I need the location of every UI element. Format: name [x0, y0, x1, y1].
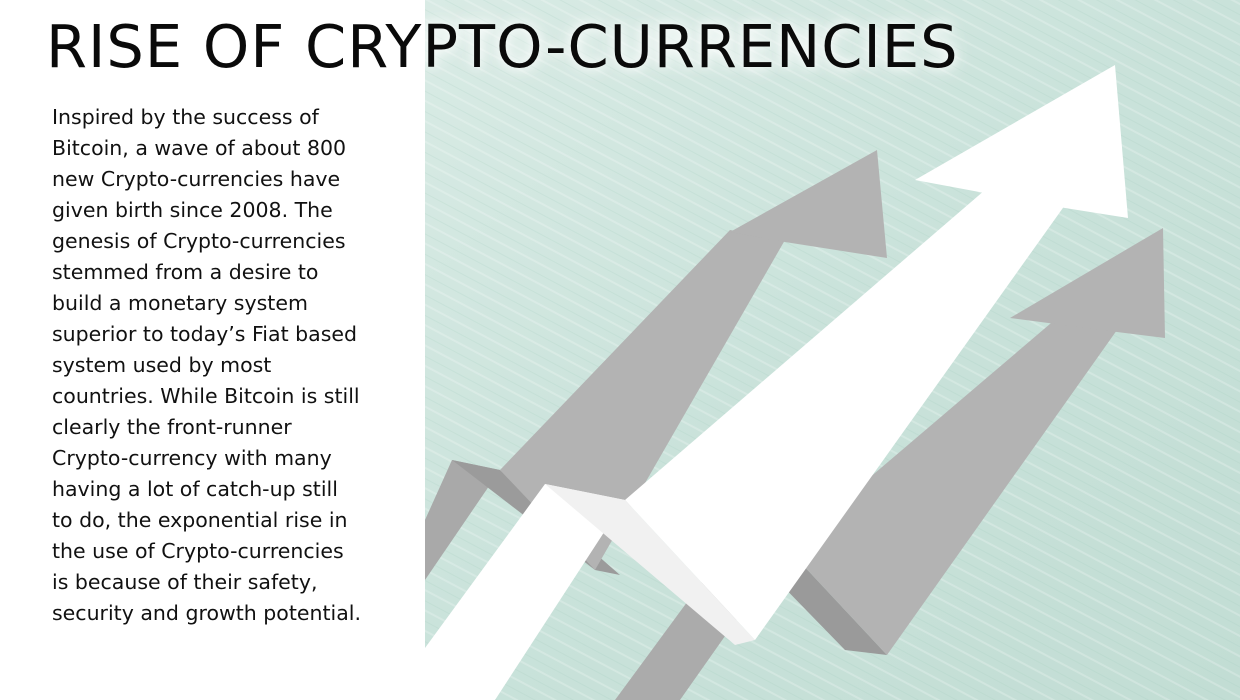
rising-arrows-graphic — [425, 0, 1240, 700]
gray-arrow-left — [425, 150, 887, 580]
white-arrow-center — [425, 65, 1128, 700]
slide-body-text: Inspired by the success of Bitcoin, a wa… — [52, 105, 362, 625]
slide-title: RISE OF CRYPTO-CURRENCIES — [46, 12, 959, 81]
